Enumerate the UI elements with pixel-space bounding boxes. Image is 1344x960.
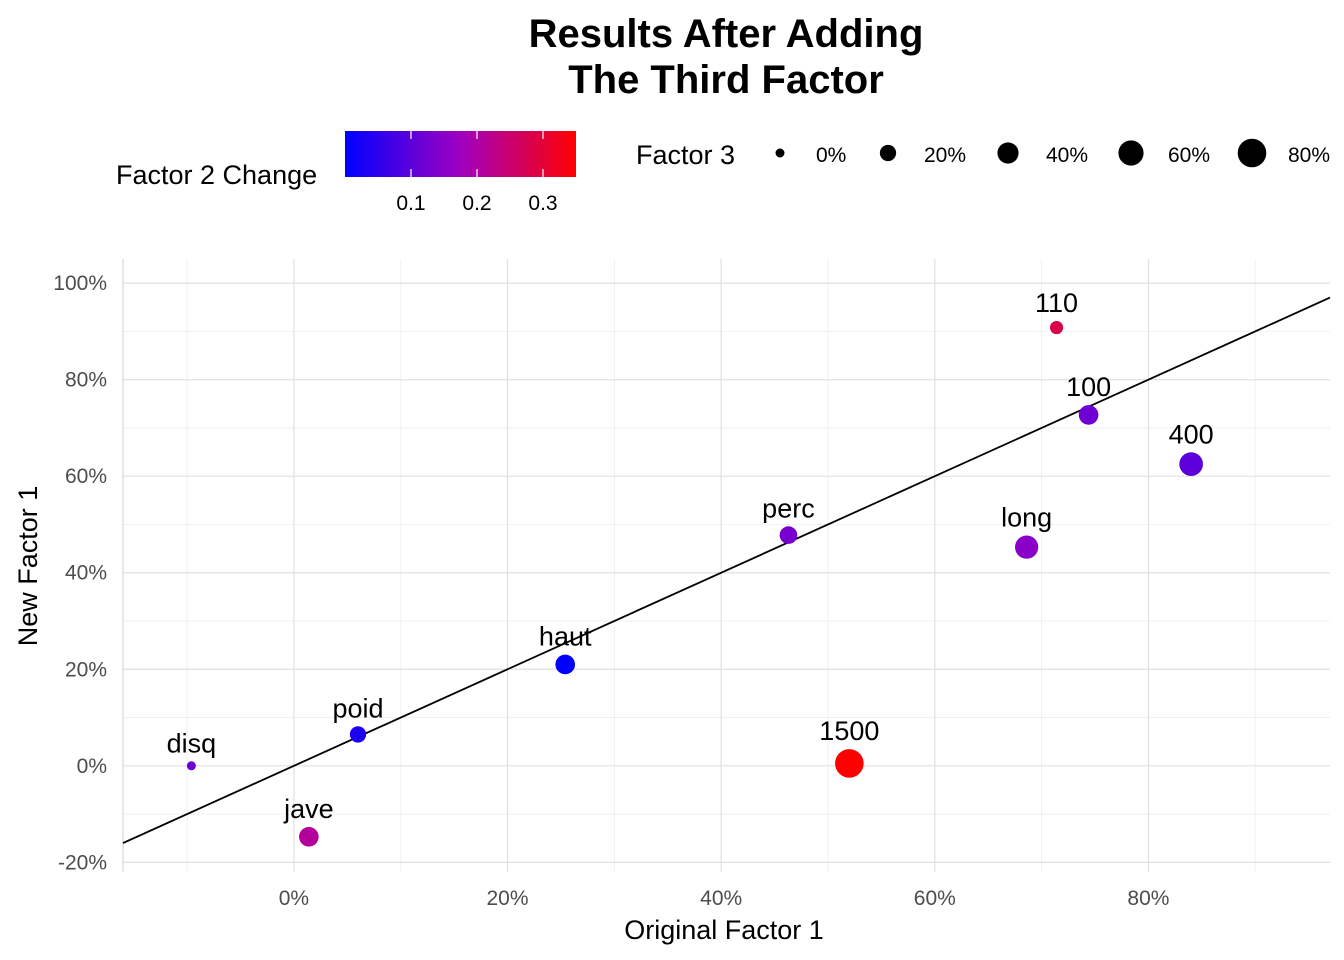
data-point-label: 400 <box>1169 419 1214 449</box>
data-point-label: disq <box>167 728 217 758</box>
data-point <box>555 654 576 675</box>
data-point <box>1015 535 1039 559</box>
x-tick-label: 40% <box>700 887 742 910</box>
y-axis-ticks: -20% 0% 20% 40% 60% 80% 100% <box>53 272 107 874</box>
data-points <box>186 320 1203 847</box>
size-legend-key <box>997 142 1019 164</box>
major-gridlines <box>123 259 1330 872</box>
size-legend-key <box>775 148 785 158</box>
data-point <box>1049 320 1064 335</box>
plot-panel: disq poid jave haut perc 1500 long 110 100 400 <box>122 259 1331 872</box>
data-point <box>1078 405 1099 425</box>
data-point <box>299 826 319 847</box>
y-tick-label: 40% <box>65 562 107 585</box>
data-point-label: haut <box>539 622 592 652</box>
x-tick-label: 20% <box>487 887 529 910</box>
data-point <box>779 526 798 544</box>
data-point <box>1179 452 1203 476</box>
color-legend: Factor 2 Change 0.1 0.2 0.3 <box>116 131 576 215</box>
y-tick-label: 100% <box>53 272 107 295</box>
x-tick-label: 0% <box>279 887 309 910</box>
x-axis-ticks: 0% 20% 40% 60% 80% <box>279 887 1170 910</box>
size-legend-items: 0% 20% 40% 60% 80% <box>775 138 1330 168</box>
chart-title-line-1: Results After Adding <box>529 12 924 56</box>
x-axis-title: Original Factor 1 <box>624 915 824 945</box>
data-point-label: perc <box>762 493 815 523</box>
color-legend-bar <box>345 131 576 177</box>
data-point-label: long <box>1001 503 1052 533</box>
colorbar-tick-label: 0.1 <box>396 192 425 215</box>
size-legend-title: Factor 3 <box>636 140 735 170</box>
data-point-label: 110 <box>1035 288 1078 318</box>
x-tick-label: 80% <box>1127 887 1169 910</box>
size-legend-label: 80% <box>1288 144 1330 167</box>
size-legend-label: 60% <box>1168 144 1210 167</box>
reference-line <box>122 296 1331 844</box>
size-legend-label: 20% <box>924 144 966 167</box>
minor-gridlines <box>123 259 1330 872</box>
size-legend-key <box>1118 140 1144 166</box>
size-legend-label: 0% <box>816 144 846 167</box>
data-point-labels: disq poid jave haut perc 1500 long 110 100 400 <box>167 288 1214 824</box>
y-tick-label: 0% <box>77 755 107 778</box>
x-tick-label: 60% <box>914 887 956 910</box>
size-legend-key <box>1237 138 1267 168</box>
data-point-label: poid <box>332 693 383 723</box>
size-legend: Factor 3 0% 20% 40% 60% 80% <box>636 138 1330 170</box>
y-axis-title: New Factor 1 <box>13 486 43 647</box>
data-point-label: 100 <box>1066 372 1111 402</box>
y-tick-label: 60% <box>65 465 107 488</box>
data-point <box>186 761 196 771</box>
color-legend-title: Factor 2 Change <box>116 160 317 190</box>
y-tick-label: 80% <box>65 369 107 392</box>
data-point-label: jave <box>283 794 334 824</box>
size-legend-key <box>879 144 897 162</box>
colorbar-tick-label: 0.3 <box>528 192 557 215</box>
color-legend-ticks: 0.1 0.2 0.3 <box>396 131 558 215</box>
colorbar-tick-label: 0.2 <box>462 192 491 215</box>
y-tick-label: -20% <box>58 851 107 874</box>
data-point <box>349 726 367 743</box>
data-point <box>835 749 864 778</box>
chart-title-line-2: The Third Factor <box>568 58 884 102</box>
data-point-label: 1500 <box>819 716 879 746</box>
y-tick-label: 20% <box>65 658 107 681</box>
size-legend-label: 40% <box>1046 144 1088 167</box>
